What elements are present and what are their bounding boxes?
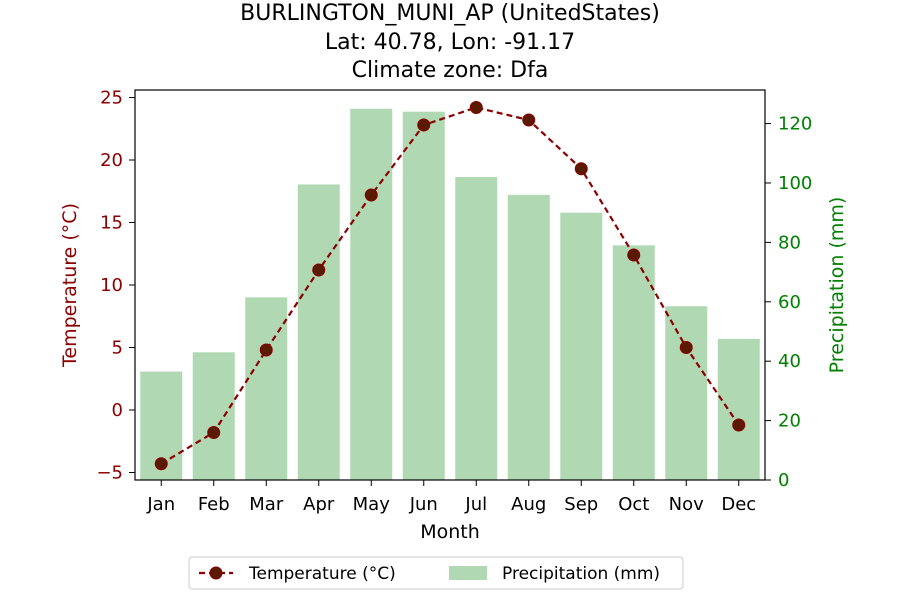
month-tick-label: Sep xyxy=(564,494,598,515)
precipitation-tick-label: 120 xyxy=(778,114,812,135)
month-axis: Jan Feb Mar Apr May Jun Jul Aug Sep Oct Nov Dec xyxy=(146,480,756,515)
temperature-tick-label: 10 xyxy=(100,275,123,296)
temperature-tick-label: −5 xyxy=(96,463,123,484)
precipitation-bar-nov xyxy=(665,306,708,480)
month-tick-label: Mar xyxy=(249,494,284,515)
chart-title-line-2: Lat: 40.78, Lon: -91.17 xyxy=(325,30,575,55)
month-tick-label: Jul xyxy=(464,494,487,515)
precipitation-tick-label: 60 xyxy=(778,292,801,313)
precipitation-bar-oct xyxy=(612,245,655,480)
chart-title-line-3: Climate zone: Dfa xyxy=(352,58,549,83)
temperature-tick-label: 25 xyxy=(100,88,123,109)
temperature-point-may xyxy=(364,188,378,202)
precipitation-tick-label: 0 xyxy=(778,470,789,491)
month-tick-label: Jun xyxy=(409,494,438,515)
temperature-tick-label: 15 xyxy=(100,213,123,234)
temperature-point-apr xyxy=(312,263,326,277)
temperature-tick-label: 0 xyxy=(112,400,123,421)
x-axis-label: Month xyxy=(420,521,480,543)
precipitation-tick-label: 80 xyxy=(778,232,801,253)
month-tick-label: Jan xyxy=(146,494,175,515)
month-tick-label: Feb xyxy=(198,494,230,515)
precipitation-axis: 0 20 40 60 80 100 120 xyxy=(765,114,812,491)
precipitation-bars xyxy=(140,108,760,481)
month-tick-label: Dec xyxy=(721,494,756,515)
legend-precipitation-swatch xyxy=(449,566,487,580)
temperature-point-oct xyxy=(627,248,641,262)
temperature-point-feb xyxy=(207,426,221,439)
precipitation-bar-may xyxy=(350,108,393,481)
temperature-axis: −5 0 5 10 15 20 25 xyxy=(96,88,135,484)
precipitation-bar-feb xyxy=(192,352,235,480)
precipitation-bar-jul xyxy=(455,177,498,480)
precipitation-bar-aug xyxy=(507,194,550,480)
temperature-tick-label: 20 xyxy=(100,150,123,171)
precipitation-tick-label: 20 xyxy=(778,411,801,432)
month-tick-label: Aug xyxy=(511,494,546,515)
temperature-point-jun xyxy=(417,118,431,132)
y-axis-label-right: Precipitation (mm) xyxy=(826,197,848,374)
month-tick-label: Nov xyxy=(669,494,704,515)
month-tick-label: Oct xyxy=(618,494,649,515)
temperature-line xyxy=(154,101,746,471)
legend: Temperature (°C) Precipitation (mm) xyxy=(188,556,684,590)
precipitation-bar-jun xyxy=(402,111,445,480)
temperature-point-nov xyxy=(679,341,693,354)
precipitation-bar-apr xyxy=(297,184,340,480)
month-tick-label: Apr xyxy=(303,494,335,515)
precipitation-bar-sep xyxy=(560,212,603,480)
precipitation-bar-mar xyxy=(245,297,288,480)
temperature-line-path xyxy=(160,106,740,465)
chart-title-line-1: BURLINGTON_MUNI_AP (UnitedStates) xyxy=(240,1,660,26)
legend-frame xyxy=(188,556,684,590)
temperature-tick-label: 5 xyxy=(112,338,123,359)
y-axis-label-left: Temperature (°C) xyxy=(59,203,81,368)
temperature-point-aug xyxy=(522,113,536,127)
temperature-point-dec xyxy=(732,418,746,432)
month-tick-label: May xyxy=(353,494,391,515)
temperature-point-mar xyxy=(259,343,273,357)
precipitation-tick-label: 40 xyxy=(778,351,801,372)
temperature-point-sep xyxy=(574,162,588,176)
legend-precipitation-label: Precipitation (mm) xyxy=(502,564,660,584)
chart-title: BURLINGTON_MUNI_AP (UnitedStates) Lat: 4… xyxy=(240,1,660,83)
precipitation-tick-label: 100 xyxy=(778,173,812,194)
legend-temperature-label: Temperature (°C) xyxy=(248,564,396,584)
temperature-point-jul xyxy=(469,101,483,114)
precipitation-bar-dec xyxy=(717,338,760,480)
legend-temperature-marker xyxy=(209,566,223,580)
temperature-point-jan xyxy=(154,457,168,471)
